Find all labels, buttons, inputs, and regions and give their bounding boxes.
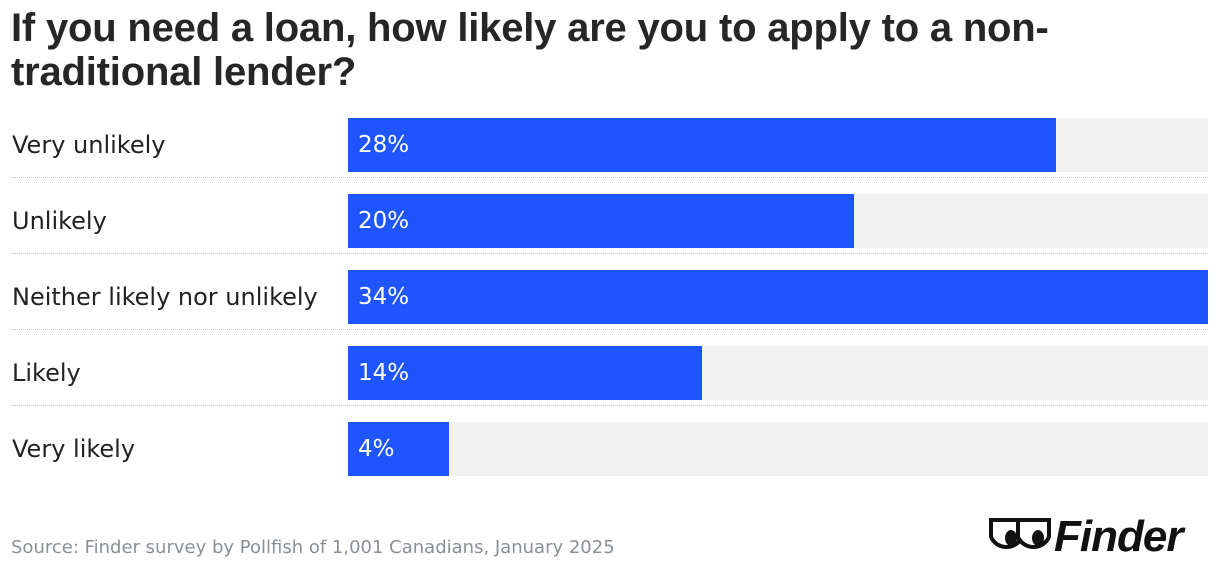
finder-logo: Finder bbox=[988, 514, 1210, 560]
category-label: Neither likely nor unlikely bbox=[12, 283, 318, 311]
bar-track: 20% bbox=[348, 194, 1208, 248]
bar-value-label: 28% bbox=[358, 132, 410, 158]
row-divider bbox=[12, 177, 1208, 178]
bar: 4% bbox=[348, 422, 449, 476]
bar: 20% bbox=[348, 194, 854, 248]
category-label: Likely bbox=[12, 359, 81, 387]
bar-row: Unlikely 20% bbox=[0, 182, 1220, 258]
category-label: Very likely bbox=[12, 435, 136, 463]
bar-track: 28% bbox=[348, 118, 1208, 172]
bar-track: 4% bbox=[348, 422, 1208, 476]
bar-row: Very unlikely 28% bbox=[0, 106, 1220, 182]
bar: 28% bbox=[348, 118, 1056, 172]
bar-value-label: 34% bbox=[358, 284, 410, 310]
category-label: Very unlikely bbox=[12, 131, 166, 159]
source-note: Source: Finder survey by Pollfish of 1,0… bbox=[11, 537, 615, 558]
bar-value-label: 20% bbox=[358, 208, 410, 234]
row-divider bbox=[12, 253, 1208, 254]
bar-value-label: 4% bbox=[358, 436, 395, 462]
bar-row: Very likely 4% bbox=[0, 410, 1220, 486]
bar-track: 34% bbox=[348, 270, 1208, 324]
bar: 34% bbox=[348, 270, 1208, 324]
bar-track: 14% bbox=[348, 346, 1208, 400]
finder-eyes-icon bbox=[989, 518, 1051, 550]
category-label: Unlikely bbox=[12, 207, 107, 235]
row-divider bbox=[12, 405, 1208, 406]
chart-title: If you need a loan, how likely are you t… bbox=[11, 6, 1049, 94]
finder-logo-text: Finder bbox=[1054, 512, 1183, 561]
bar-value-label: 14% bbox=[358, 360, 410, 386]
row-divider bbox=[12, 329, 1208, 330]
bar: 14% bbox=[348, 346, 702, 400]
bar-row: Neither likely nor unlikely 34% bbox=[0, 258, 1220, 334]
bar-row: Likely 14% bbox=[0, 334, 1220, 410]
